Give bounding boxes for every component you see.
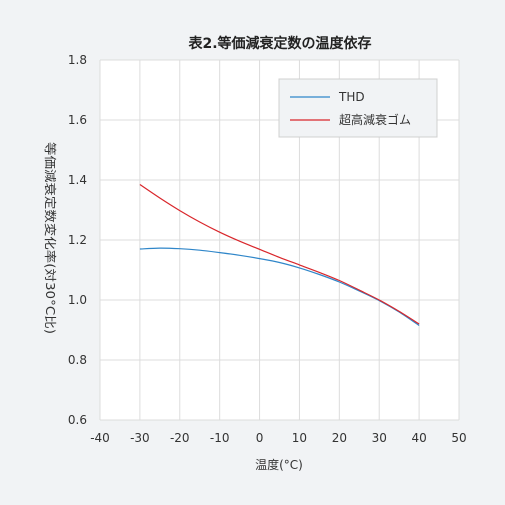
legend-box (278, 78, 438, 138)
x-tick-label: 40 (411, 431, 426, 445)
x-axis-label: 温度(°C) (255, 457, 303, 472)
series-lines (139, 184, 420, 326)
x-tick-label: 50 (451, 431, 466, 445)
y-axis-ticks: 0.6 0.8 1.0 1.2 1.4 1.6 1.8 (68, 53, 87, 427)
y-tick-label: 1.8 (68, 53, 87, 67)
x-tick-label: -20 (170, 431, 190, 445)
x-tick-label: -10 (210, 431, 230, 445)
x-tick-label: 10 (292, 431, 307, 445)
chart-title: 表2.等価減衰定数の温度依存 (187, 35, 371, 52)
y-axis-label-group: 等価減衰定数変化率(対30°C比) (43, 142, 58, 334)
x-tick-label: 30 (372, 431, 387, 445)
y-tick-label: 0.6 (68, 413, 87, 427)
x-tick-label: 20 (332, 431, 347, 445)
legend-label-rubber: 超高減衰ゴム (339, 112, 411, 127)
legend: THD 超高減衰ゴム (278, 78, 438, 138)
series-line-rubber (139, 184, 420, 325)
y-tick-label: 1.0 (68, 293, 87, 307)
y-tick-label: 1.2 (68, 233, 87, 247)
x-tick-label: -30 (130, 431, 150, 445)
y-tick-label: 1.6 (68, 113, 87, 127)
y-axis-label: 等価減衰定数変化率(対30°C比) (43, 142, 58, 334)
x-tick-label: 0 (256, 431, 264, 445)
y-tick-label: 1.4 (68, 173, 87, 187)
y-tick-label: 0.8 (68, 353, 87, 367)
legend-label-thd: THD (338, 90, 365, 104)
x-axis-ticks: -40 -30 -20 -10 0 10 20 30 40 50 (90, 431, 466, 445)
x-tick-label: -40 (90, 431, 110, 445)
